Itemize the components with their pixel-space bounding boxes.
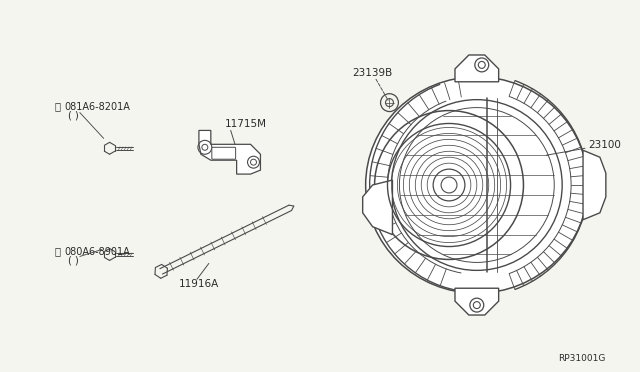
Polygon shape — [455, 288, 499, 315]
Text: ( ): ( ) — [68, 256, 79, 266]
Text: 080A6-8901A: 080A6-8901A — [64, 247, 130, 257]
Text: 11715M: 11715M — [225, 119, 267, 129]
Polygon shape — [363, 180, 392, 235]
Text: 11916A: 11916A — [179, 279, 220, 289]
Polygon shape — [455, 55, 499, 82]
Text: 081A6-8201A: 081A6-8201A — [64, 102, 130, 112]
Text: Ⓑ: Ⓑ — [54, 102, 60, 112]
Polygon shape — [199, 131, 260, 174]
Polygon shape — [583, 150, 606, 220]
Text: Ⓑ: Ⓑ — [54, 247, 60, 257]
Text: RP31001G: RP31001G — [558, 354, 605, 363]
Ellipse shape — [365, 77, 588, 293]
FancyBboxPatch shape — [212, 147, 236, 159]
Text: 23100: 23100 — [588, 140, 621, 150]
Text: 23139B: 23139B — [352, 68, 392, 78]
Text: ( ): ( ) — [68, 110, 79, 121]
